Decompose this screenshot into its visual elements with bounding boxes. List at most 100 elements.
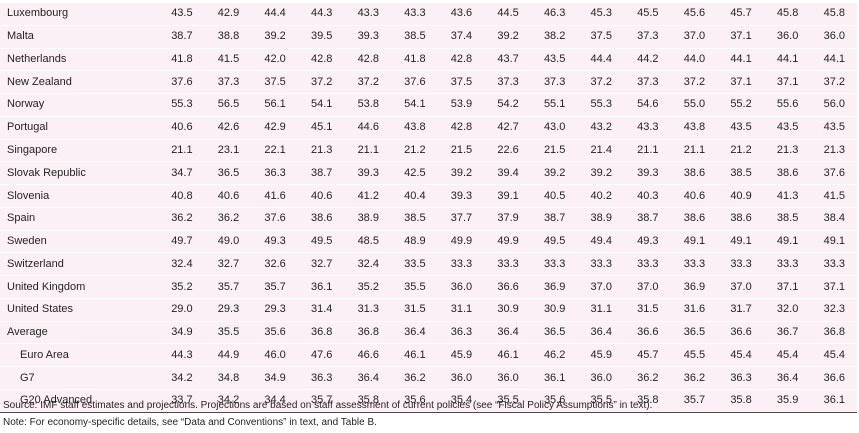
table-cell: 36.8 bbox=[344, 321, 391, 345]
table-cell: 33.3 bbox=[623, 252, 671, 277]
table-cell: 36.1 bbox=[297, 275, 345, 299]
table-cell: 31.5 bbox=[623, 298, 671, 322]
table-cell: 42.9 bbox=[204, 3, 252, 26]
table-cell: 56.5 bbox=[204, 93, 252, 117]
table-row: G20 Advanced 33.7 34.2 34.4 35.7 35.8 35.6 35.4… bbox=[0, 389, 857, 413]
table-cell: 33.3 bbox=[437, 252, 485, 277]
table-cell: 43.2 bbox=[577, 116, 624, 140]
table-cell: 36.3 bbox=[297, 366, 345, 391]
table-cell: 36.7 bbox=[763, 321, 811, 345]
table-cell: 32.3 bbox=[810, 298, 857, 322]
table-row: Sweden 49.7 49.0 49.3 49.5 48.5 48.9 49.9 49.9 49… bbox=[0, 230, 857, 254]
table-cell: 42.7 bbox=[484, 116, 531, 140]
table-cell: 41.8 bbox=[390, 48, 438, 72]
table-cell: 21.2 bbox=[390, 139, 438, 163]
table-cell: 49.5 bbox=[530, 230, 578, 254]
row-label: Portugal bbox=[0, 116, 159, 140]
table-cell: 42.8 bbox=[437, 48, 485, 72]
row-label: G20 Advanced bbox=[0, 389, 159, 413]
row-label: Norway bbox=[0, 93, 159, 117]
table-cell: 56.1 bbox=[251, 93, 298, 117]
table-cell: 42.6 bbox=[204, 116, 252, 140]
table-cell: 53.8 bbox=[344, 93, 391, 117]
table-row: G7 34.2 34.8 34.9 36.3 36.4 36.2 36.0 36.0 36.1 36… bbox=[0, 366, 857, 391]
table-cell: 55.3 bbox=[577, 93, 624, 117]
table-cell: 39.1 bbox=[484, 184, 531, 208]
table-row: Singapore 21.1 23.1 22.1 21.3 21.1 21.2 21.5 22.… bbox=[0, 139, 857, 163]
table-cell: 43.5 bbox=[158, 3, 205, 26]
table-cell: 36.0 bbox=[577, 366, 624, 391]
table-cell: 36.6 bbox=[484, 275, 531, 299]
table-cell: 38.9 bbox=[344, 207, 391, 231]
table-cell: 31.3 bbox=[344, 298, 391, 322]
table-cell: 41.6 bbox=[251, 184, 298, 208]
table-cell: 42.8 bbox=[344, 48, 391, 72]
table-cell: 21.4 bbox=[577, 139, 624, 163]
row-label: Netherlands bbox=[0, 48, 159, 72]
table-cell: 35.8 bbox=[623, 389, 671, 413]
table-row: New Zealand 37.6 37.3 37.5 37.2 37.2 37.6 37.5 3… bbox=[0, 70, 857, 95]
table-cell: 36.2 bbox=[204, 207, 252, 231]
table-cell: 35.7 bbox=[204, 275, 252, 299]
table-cell: 31.6 bbox=[670, 298, 718, 322]
table-cell: 45.9 bbox=[437, 343, 485, 368]
row-label: Malta bbox=[0, 25, 159, 49]
table-cell: 21.1 bbox=[158, 139, 205, 163]
table-cell: 36.9 bbox=[530, 275, 578, 299]
table-cell: 45.4 bbox=[810, 343, 857, 368]
table-cell: 41.5 bbox=[204, 48, 252, 72]
table-cell: 36.0 bbox=[810, 25, 857, 49]
table-cell: 45.4 bbox=[763, 343, 811, 368]
table-cell: 44.1 bbox=[810, 48, 857, 72]
table-cell: 42.5 bbox=[390, 161, 438, 186]
table-cell: 35.8 bbox=[717, 389, 764, 413]
table-cell: 35.2 bbox=[344, 275, 391, 299]
table-cell: 54.2 bbox=[484, 93, 531, 117]
table-cell: 36.4 bbox=[390, 321, 438, 345]
table-cell: 36.0 bbox=[763, 25, 811, 49]
table-cell: 33.3 bbox=[484, 252, 531, 277]
table-cell: 49.3 bbox=[623, 230, 671, 254]
table-cell: 38.7 bbox=[530, 207, 578, 231]
table-cell: 38.6 bbox=[717, 207, 764, 231]
table-cell: 37.3 bbox=[623, 25, 671, 49]
row-label: Luxembourg bbox=[0, 3, 159, 26]
table-cell: 37.3 bbox=[484, 70, 531, 95]
table-cell: 45.4 bbox=[717, 343, 764, 368]
table-cell: 23.1 bbox=[204, 139, 252, 163]
table-cell: 54.6 bbox=[623, 93, 671, 117]
table-cell: 35.5 bbox=[577, 389, 624, 413]
table-cell: 35.9 bbox=[763, 389, 811, 413]
table-cell: 44.4 bbox=[251, 3, 298, 26]
table-cell: 38.2 bbox=[530, 25, 578, 49]
row-label: G7 bbox=[0, 366, 159, 391]
table-cell: 45.1 bbox=[297, 116, 345, 140]
table-cell: 32.4 bbox=[344, 252, 391, 277]
table-cell: 36.0 bbox=[437, 275, 485, 299]
table-row: Switzerland 32.4 32.7 32.6 32.7 32.4 33.5 33.3 3… bbox=[0, 252, 857, 277]
table-cell: 38.6 bbox=[763, 161, 811, 186]
table-cell: 37.2 bbox=[297, 70, 345, 95]
table-cell: 43.6 bbox=[437, 3, 485, 26]
table-cell: 55.3 bbox=[158, 93, 205, 117]
table-cell: 49.1 bbox=[717, 230, 764, 254]
table-cell: 54.1 bbox=[297, 93, 345, 117]
table-cell: 38.6 bbox=[670, 161, 718, 186]
row-label: United States bbox=[0, 298, 159, 322]
table-cell: 38.5 bbox=[390, 25, 438, 49]
table-row: Netherlands 41.8 41.5 42.0 42.8 42.8 41.8 42.8 4… bbox=[0, 48, 857, 72]
table-cell: 37.5 bbox=[251, 70, 298, 95]
table-cell: 42.8 bbox=[297, 48, 345, 72]
table-cell: 39.2 bbox=[251, 25, 298, 49]
table-cell: 21.5 bbox=[530, 139, 578, 163]
table-cell: 36.6 bbox=[810, 366, 857, 391]
table-row: Malta 38.7 38.8 39.2 39.5 39.3 38.5 37.4 39.2 38.… bbox=[0, 25, 857, 49]
table-cell: 37.5 bbox=[577, 25, 624, 49]
table-cell: 36.5 bbox=[670, 321, 718, 345]
table-cell: 36.2 bbox=[158, 207, 205, 231]
table-cell: 34.2 bbox=[158, 366, 205, 391]
table-cell: 21.2 bbox=[717, 139, 764, 163]
table-cell: 44.3 bbox=[158, 343, 205, 368]
table-cell: 36.3 bbox=[717, 366, 764, 391]
table-cell: 36.2 bbox=[390, 366, 438, 391]
